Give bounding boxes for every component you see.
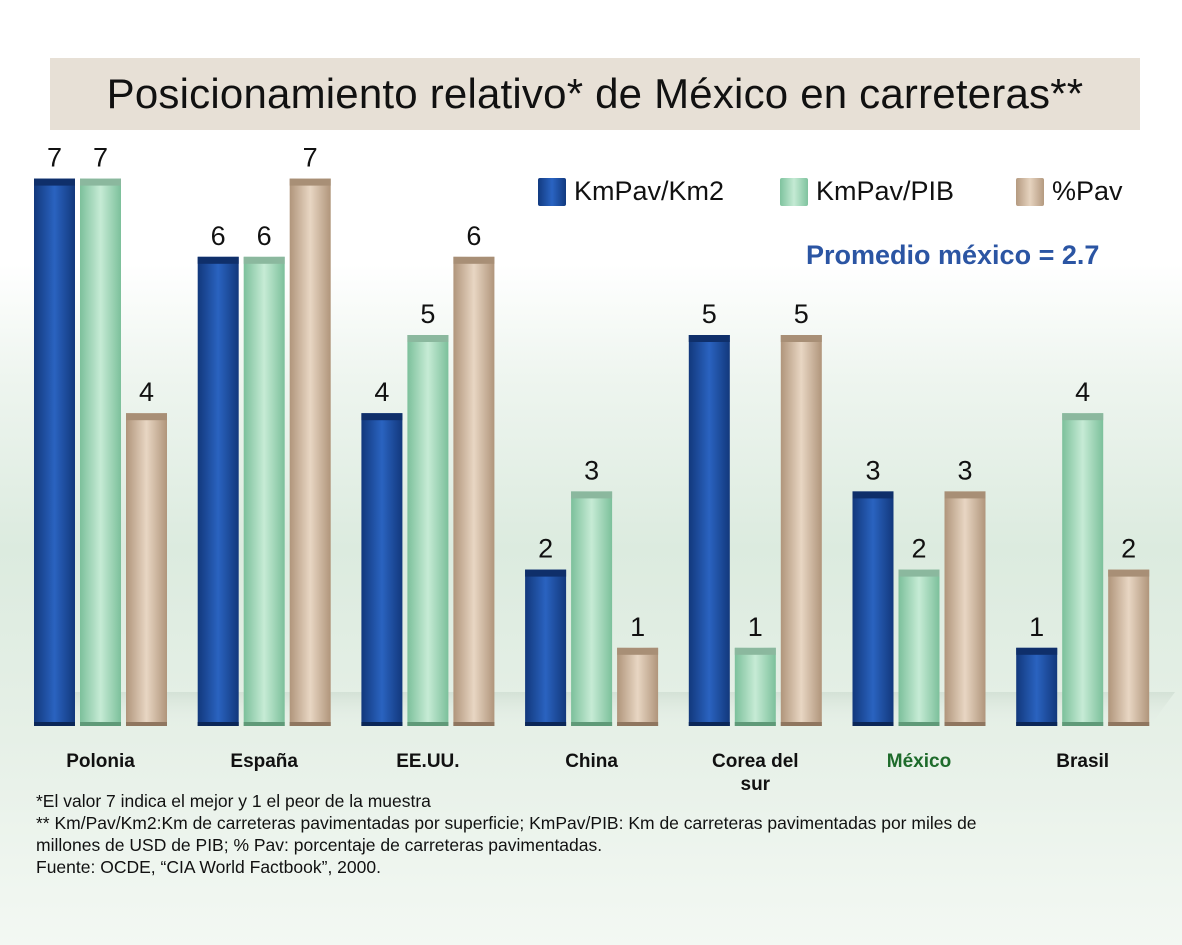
legend-label: %Pav: [1052, 176, 1123, 206]
data-label: 5: [702, 299, 717, 329]
legend-swatch-kmpav-km2: [538, 177, 566, 206]
footnote: ** Km/Pav/Km2:Km de carreteras pavimenta…: [36, 813, 977, 833]
data-label: 2: [911, 534, 926, 564]
category-label: Brasil: [1056, 751, 1110, 772]
legend-item-kmpav-pib: KmPav/PIB: [780, 176, 954, 207]
bar-pav-espaa: [289, 178, 331, 727]
data-label: 6: [211, 221, 226, 251]
bar-kmpavkm2-espaa: [197, 256, 239, 726]
bar-kmpavkm2-mxico: [852, 491, 894, 726]
legend-item-kmpav-km2: KmPav/Km2: [538, 176, 724, 207]
average-note: Promedio méxico = 2.7: [806, 240, 1100, 270]
bar-kmpavpib-polonia: [80, 178, 121, 727]
bar-kmpavkm2-coreadelsur: [688, 335, 730, 726]
bar-kmpavkm2-brasil: [1016, 647, 1058, 726]
data-label: 7: [47, 143, 62, 173]
data-label: 5: [420, 299, 435, 329]
data-label: 6: [257, 221, 272, 251]
bar-pav-coreadelsur: [780, 335, 822, 726]
legend-swatch-pav: [1016, 177, 1044, 206]
data-label: 7: [303, 143, 318, 173]
legend-swatch-kmpav-pib: [780, 177, 808, 206]
footnote: millones de USD de PIB; % Pav: porcentaj…: [36, 835, 603, 855]
data-label: 2: [1121, 534, 1136, 564]
category-label: México: [886, 751, 952, 772]
bar-pav-china: [617, 647, 659, 726]
chart-title: Posicionamiento relativo* de México en c…: [106, 70, 1084, 117]
footnotes: *El valor 7 indica el mejor y 1 el peor …: [36, 790, 1146, 878]
bar-kmpavpib-coreadelsur: [734, 647, 776, 726]
category-label: EE.UU.: [396, 751, 460, 772]
bar-kmpavkm2-china: [525, 569, 567, 726]
category-label: China: [565, 751, 618, 772]
category-label: España: [230, 751, 298, 772]
data-label: 6: [466, 221, 481, 251]
category-label: Corea del sur: [712, 751, 799, 795]
data-label: 4: [374, 377, 389, 407]
data-label: 4: [139, 377, 154, 407]
bar-pav-polonia: [126, 413, 167, 726]
bar-kmpavpib-china: [571, 491, 613, 726]
data-label: 1: [748, 612, 763, 642]
data-label: 3: [865, 455, 880, 485]
legend-label: KmPav/Km2: [574, 176, 725, 206]
bar-kmpavpib-brasil: [1062, 413, 1104, 726]
bar-kmpavkm2-polonia: [34, 178, 75, 727]
data-label: 2: [538, 534, 553, 564]
title-banner: Posicionamiento relativo* de México en c…: [50, 58, 1140, 130]
legend-label: KmPav/PIB: [816, 176, 955, 206]
footnote: *El valor 7 indica el mejor y 1 el peor …: [36, 791, 431, 811]
category-label: Polonia: [66, 751, 135, 772]
data-label: 3: [584, 455, 599, 485]
legend-item-pav: %Pav: [1016, 176, 1123, 207]
footnote: Fuente: OCDE, “CIA World Factbook”, 2000…: [36, 857, 381, 877]
data-label: 5: [794, 299, 809, 329]
bar-kmpavpib-mxico: [898, 569, 940, 726]
data-label: 1: [1029, 612, 1044, 642]
bar-pav-eeuu: [453, 256, 495, 726]
bar-kmpavpib-eeuu: [407, 335, 449, 726]
data-label: 7: [93, 143, 108, 173]
bar-kmpavkm2-eeuu: [361, 413, 403, 726]
bar-pav-brasil: [1108, 569, 1150, 726]
bar-kmpavpib-espaa: [243, 256, 285, 726]
data-label: 1: [630, 612, 645, 642]
data-label: 3: [957, 455, 972, 485]
data-label: 4: [1075, 377, 1090, 407]
bar-pav-mxico: [944, 491, 986, 726]
